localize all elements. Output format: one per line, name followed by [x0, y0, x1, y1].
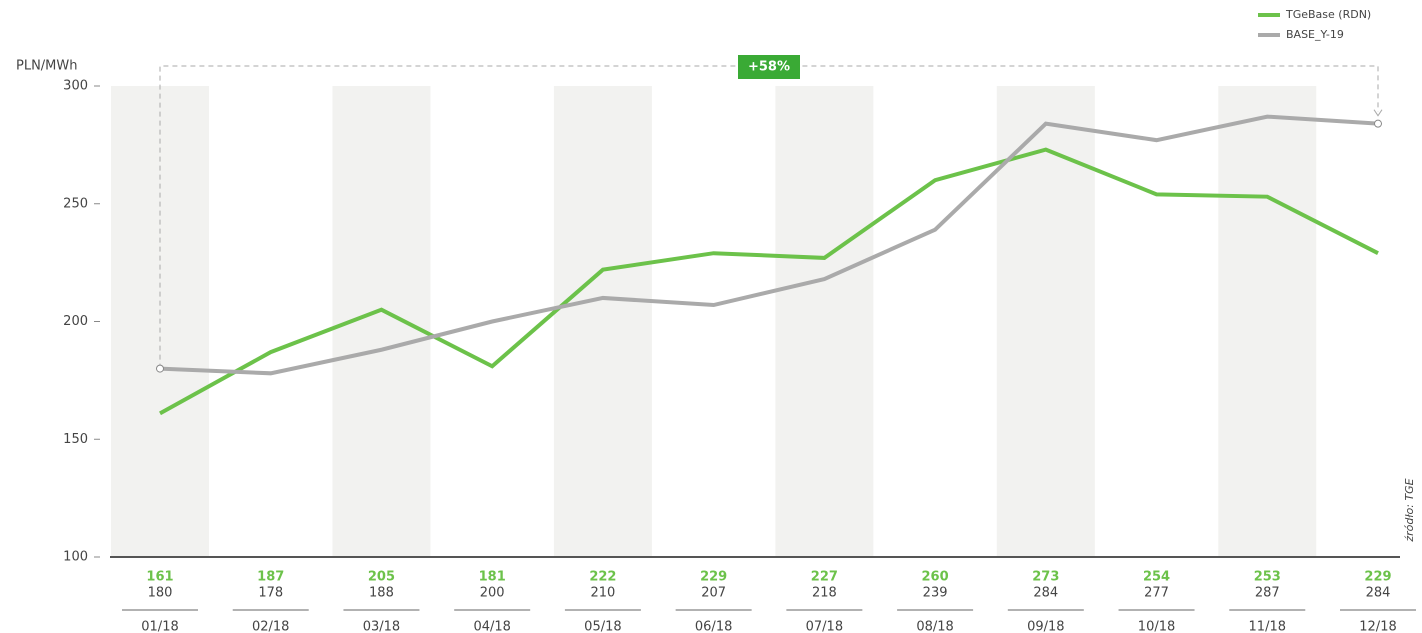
x-tick-label: 01/18: [141, 620, 178, 633]
legend-label: TGeBase (RDN): [1285, 8, 1371, 21]
data-label: 277: [1144, 586, 1169, 601]
band: [1218, 86, 1317, 557]
x-tick-label: 08/18: [916, 620, 953, 633]
x-tick-label: 10/18: [1138, 620, 1175, 633]
x-tick-label: 02/18: [252, 620, 289, 633]
data-label: 287: [1255, 586, 1280, 601]
data-label: 284: [1033, 586, 1058, 601]
data-label: 222: [589, 570, 616, 585]
y-tick-label: 300: [63, 79, 88, 94]
data-label: 187: [257, 570, 284, 585]
y-tick-label: 200: [63, 314, 88, 329]
x-tick-label: 03/18: [363, 620, 400, 633]
data-label: 161: [146, 570, 173, 585]
annotation: +58%: [748, 60, 790, 75]
data-label: 260: [922, 570, 949, 585]
end-dot: [1374, 119, 1382, 128]
series-line: [159, 114, 1379, 376]
data-label: 188: [369, 586, 394, 601]
end-dot: [156, 364, 164, 373]
data-label: 200: [480, 586, 505, 601]
y-tick-label: 150: [63, 432, 88, 447]
series-line: [159, 147, 1379, 416]
band: [553, 86, 652, 557]
arrow: [1373, 109, 1383, 117]
x-tick-label: 06/18: [695, 620, 732, 633]
band: [775, 86, 874, 557]
x-tick-label: 07/18: [806, 620, 843, 633]
legend-label: BASE_Y-19: [1286, 28, 1344, 41]
data-label: 207: [701, 586, 726, 601]
x-tick-label: 05/18: [584, 620, 621, 633]
data-label: 254: [1143, 570, 1170, 585]
data-label: 284: [1366, 586, 1391, 601]
y-tick-label: 100: [63, 550, 88, 565]
data-label: 229: [1364, 570, 1391, 585]
data-label: 205: [368, 570, 395, 585]
data-label: 273: [1032, 570, 1059, 585]
data-label: 229: [700, 570, 727, 585]
y-axis-label: PLN/MWh: [16, 59, 78, 74]
x-tick-label: 11/18: [1249, 620, 1286, 633]
data-label: 227: [811, 570, 838, 585]
data-label: 178: [258, 586, 283, 601]
y-tick-label: 250: [63, 196, 88, 211]
data-label: 210: [590, 586, 615, 601]
data-label: 180: [148, 586, 173, 601]
x-tick-label: 09/18: [1027, 620, 1064, 633]
data-label: 253: [1254, 570, 1281, 585]
data-label: 181: [479, 570, 506, 585]
x-tick-label: 04/18: [473, 620, 510, 633]
source: źródło: TGE: [1403, 478, 1416, 542]
data-label: 239: [923, 586, 948, 601]
annotation-box: [738, 55, 800, 79]
x-tick-label: 12/18: [1359, 620, 1396, 633]
data-label: 218: [812, 586, 837, 601]
